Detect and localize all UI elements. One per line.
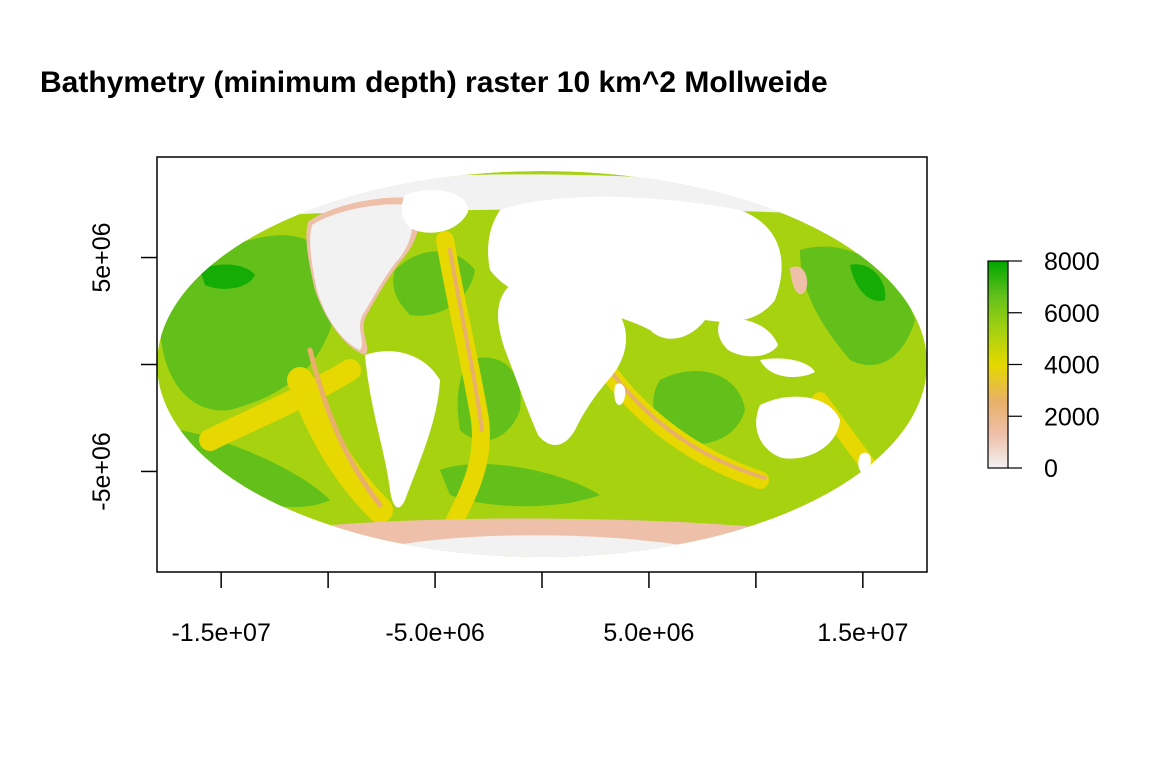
shelf-japan — [790, 266, 808, 295]
legend-tick-label: 0 — [1044, 455, 1058, 483]
y-axis: 5e+06 -5e+06 — [88, 222, 157, 511]
deep-trench-pacific — [200, 264, 255, 289]
x-tick-label: -1.5e+07 — [171, 619, 270, 647]
bathymetry-raster — [157, 171, 927, 557]
land-africa — [498, 281, 627, 446]
legend-color-bar — [987, 260, 1009, 469]
legend-tick-label: 4000 — [1044, 352, 1100, 380]
x-tick-label: 1.5e+07 — [817, 619, 908, 647]
land-south-america — [365, 351, 440, 508]
x-axis: -1.5e+07 -5.0e+06 5.0e+06 1.5e+07 — [171, 572, 908, 647]
ridge-pacific-central — [199, 359, 361, 451]
shelf-pacific-rise — [307, 347, 383, 508]
shelf-atlantic-rise — [448, 248, 484, 432]
land-australia — [756, 396, 840, 459]
land-greenland — [401, 190, 469, 233]
land-indonesia — [760, 358, 815, 377]
color-legend: 8000 6000 4000 2000 0 — [987, 248, 1100, 483]
land-north-america — [310, 204, 413, 350]
y-tick-label: 5e+06 — [88, 222, 116, 292]
land-southeast-asia — [718, 318, 778, 357]
legend-tick-label: 8000 — [1044, 248, 1100, 276]
antarctica — [380, 535, 700, 557]
land-madagascar — [614, 383, 626, 405]
land-masses — [306, 190, 871, 508]
deep-trench-west — [850, 264, 886, 301]
chart-title: Bathymetry (minimum depth) raster 10 km^… — [40, 66, 828, 99]
legend-tick-label: 6000 — [1044, 300, 1100, 328]
y-tick-label: -5e+06 — [88, 432, 116, 511]
x-tick-label: -5.0e+06 — [385, 619, 484, 647]
shelf-indian-rise — [608, 368, 767, 480]
land-eurasia — [488, 196, 782, 339]
x-tick-label: 5.0e+06 — [603, 619, 694, 647]
deep-basin-indian — [653, 371, 745, 444]
legend-tick-label: 2000 — [1044, 403, 1100, 431]
land-new-zealand — [858, 452, 871, 473]
